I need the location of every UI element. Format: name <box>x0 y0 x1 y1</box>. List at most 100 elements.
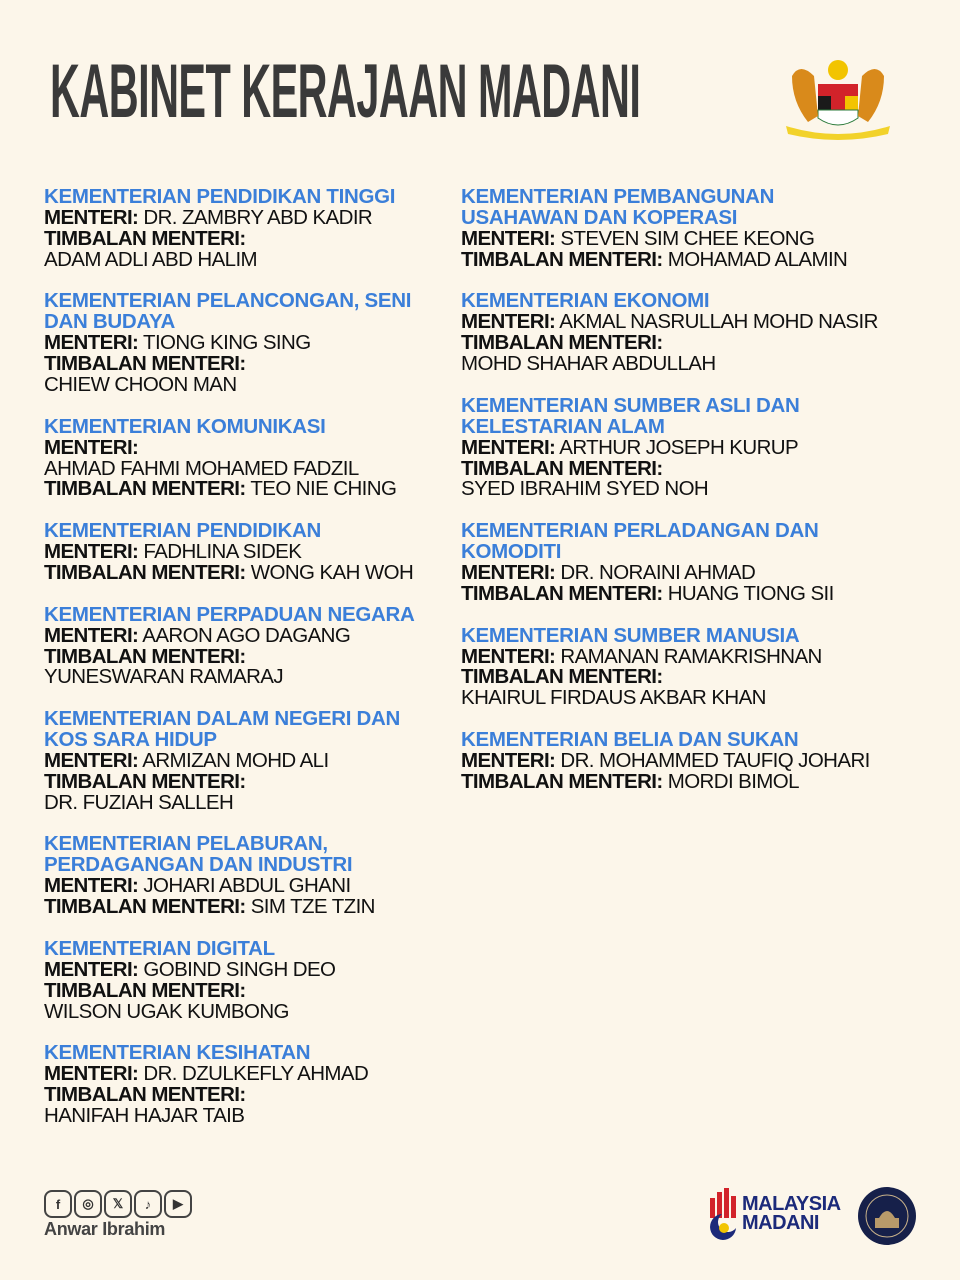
minister-label: MENTERI: <box>44 1062 139 1086</box>
official-line: MENTERI: DR. MOHAMMED TAUFIQ JOHARI <box>461 748 941 772</box>
ministry-name: PERDAGANGAN DAN INDUSTRI <box>44 853 353 877</box>
official-name: RAMANAN RAMAKRISHNAN <box>560 644 822 668</box>
ministry-name: USAHAWAN DAN KOPERASI <box>461 205 738 229</box>
deputy-minister-label: TIMBALAN MENTERI: <box>44 226 246 250</box>
ministry-block: KEMENTERIAN PELABURAN, PERDAGANGAN DAN IN… <box>44 834 454 918</box>
ministry-block: KEMENTERIAN PELANCONGAN, SENI DAN BUDAYA M… <box>44 291 454 396</box>
official-name: STEVEN SIM CHEE KEONG <box>560 226 815 250</box>
official-line: MENTERI: STEVEN SIM CHEE KEONG <box>461 226 941 250</box>
facebook-icon[interactable]: f <box>44 1190 72 1218</box>
official-line: TIMBALAN MENTERI: MOHAMAD ALAMIN <box>461 247 941 271</box>
official-name: KHAIRUL FIRDAUS AKBAR KHAN <box>461 686 766 710</box>
official-line: MENTERI: JOHARI ABDUL GHANI <box>44 874 454 898</box>
ministry-block: KEMENTERIAN DIGITAL MENTERI: GOBIND SINGH… <box>44 936 454 1023</box>
footer-author: f ◎ 𝕏 ♪ ▶ Anwar Ibrahim <box>44 1190 192 1240</box>
ministry-block: KEMENTERIAN DALAM NEGERI DAN KOS SARA HID… <box>44 707 454 814</box>
official-line: TIMBALAN MENTERI: <box>44 644 454 668</box>
malaysia-madani-logo: MALAYSIA MADANI <box>706 1188 841 1240</box>
deputy-minister-label: TIMBALAN MENTERI: <box>461 331 663 355</box>
ministry-name: KELESTARIAN ALAM <box>461 414 665 438</box>
ministry-name: KEMENTERIAN PERPADUAN NEGARA <box>44 602 415 626</box>
official-name: DR. DZULKEFLY AHMAD <box>143 1062 369 1086</box>
official-line: MENTERI: AKMAL NASRULLAH MOHD NASIR <box>461 310 941 334</box>
official-name: CHIEW CHOON MAN <box>44 373 237 397</box>
instagram-icon[interactable]: ◎ <box>74 1190 102 1218</box>
official-line: MENTERI: DR. DZULKEFLY AHMAD <box>44 1062 454 1086</box>
ministry-name: KOMODITI <box>461 540 562 564</box>
official-name: JOHARI ABDUL GHANI <box>143 874 351 898</box>
official-line: TIMBALAN MENTERI: <box>44 352 454 376</box>
official-line: TIMBALAN MENTERI: WONG KAH WOH <box>44 560 454 584</box>
deputy-minister-label: TIMBALAN MENTERI: <box>44 644 246 668</box>
official-name: MOHAMAD ALAMIN <box>667 247 848 271</box>
ministry-name: DAN BUDAYA <box>44 310 176 334</box>
minister-label: MENTERI: <box>461 644 556 668</box>
ministry-name: KEMENTERIAN PEMBANGUNAN <box>461 185 775 208</box>
ministry-block: KEMENTERIAN SUMBER MANUSIA MENTERI: RAMAN… <box>461 625 941 710</box>
left-column: KEMENTERIAN PENDIDIKAN TINGGI MENTERI: DR… <box>44 185 454 1148</box>
official-line: MENTERI: RAMANAN RAMAKRISHNAN <box>461 644 941 668</box>
official-line: TIMBALAN MENTERI: SIM TZE TZIN <box>44 895 454 919</box>
official-name: WILSON UGAK KUMBONG <box>44 999 289 1023</box>
social-icons: f ◎ 𝕏 ♪ ▶ <box>44 1190 192 1218</box>
official-line: TIMBALAN MENTERI: <box>44 771 454 793</box>
deputy-minister-label: TIMBALAN MENTERI: <box>461 769 663 793</box>
deputy-minister-label: TIMBALAN MENTERI: <box>44 895 246 919</box>
ministry-name: KEMENTERIAN PELABURAN, <box>44 832 328 856</box>
minister-label: MENTERI: <box>44 874 139 898</box>
minister-label: MENTERI: <box>44 540 139 564</box>
x-icon[interactable]: 𝕏 <box>104 1190 132 1218</box>
author-name: Anwar Ibrahim <box>44 1219 166 1239</box>
official-line: YUNESWARAN RAMARAJ <box>44 665 454 689</box>
deputy-minister-label: TIMBALAN MENTERI: <box>461 247 663 271</box>
minister-label: MENTERI: <box>44 205 139 229</box>
page-title: KABINET KERAJAAN MADANI <box>50 49 641 134</box>
minister-label: MENTERI: <box>461 748 556 772</box>
ministry-name: KEMENTERIAN BELIA DAN SUKAN <box>461 728 799 752</box>
official-name: HUANG TIONG SII <box>667 581 835 605</box>
official-name: DR. FUZIAH SALLEH <box>44 790 234 814</box>
official-name: MORDI BIMOL <box>667 769 800 793</box>
ministry-block: KEMENTERIAN SUMBER ASLI DAN KELESTARIAN A… <box>461 393 941 501</box>
official-line: MENTERI: AARON AGO DAGANG <box>44 623 454 647</box>
minister-label: MENTERI: <box>461 226 556 250</box>
tiktok-icon[interactable]: ♪ <box>134 1190 162 1218</box>
youtube-icon[interactable]: ▶ <box>164 1190 192 1218</box>
minister-label: MENTERI: <box>44 957 139 981</box>
official-name: FADHLINA SIDEK <box>143 540 302 564</box>
ministry-block: KEMENTERIAN PERPADUAN NEGARA MENTERI: AAR… <box>44 602 454 689</box>
deputy-minister-label: TIMBALAN MENTERI: <box>461 581 663 605</box>
ministry-name: KEMENTERIAN SUMBER ASLI DAN <box>461 393 800 417</box>
official-line: KHAIRUL FIRDAUS AKBAR KHAN <box>461 686 941 710</box>
official-name: YUNESWARAN RAMARAJ <box>44 665 284 689</box>
ministry-name: KEMENTERIAN PENDIDIKAN TINGGI <box>44 185 396 208</box>
official-name: WONG KAH WOH <box>250 560 414 584</box>
official-line: AHMAD FAHMI MOHAMED FADZIL <box>44 458 454 480</box>
official-name: ARTHUR JOSEPH KURUP <box>559 435 799 459</box>
official-line: TIMBALAN MENTERI: TEO NIE CHING <box>44 479 454 500</box>
ministry-block: KEMENTERIAN EKONOMI MENTERI: AKMAL NASRUL… <box>461 291 941 375</box>
deputy-minister-label: TIMBALAN MENTERI: <box>44 477 246 501</box>
official-line: MOHD SHAHAR ABDULLAH <box>461 353 941 375</box>
ministry-name: KEMENTERIAN DIGITAL <box>44 936 275 960</box>
deputy-minister-label: TIMBALAN MENTERI: <box>461 456 663 480</box>
ministry-name: KEMENTERIAN DALAM NEGERI DAN <box>44 707 401 731</box>
ministry-block: KEMENTERIAN PEMBANGUNAN USAHAWAN DAN KOPE… <box>461 185 941 271</box>
official-name: TEO NIE CHING <box>250 477 397 501</box>
official-name: AKMAL NASRULLAH MOHD NASIR <box>559 310 878 334</box>
official-line: TIMBALAN MENTERI: HUANG TIONG SII <box>461 581 941 605</box>
minister-label: MENTERI: <box>461 560 556 584</box>
official-line: SYED IBRAHIM SYED NOH <box>461 479 941 500</box>
official-line: MENTERI: <box>44 437 454 459</box>
minister-label: MENTERI: <box>44 748 139 772</box>
official-name: ARMIZAN MOHD ALI <box>142 748 329 772</box>
ministry-block: KEMENTERIAN PENDIDIKAN TINGGI MENTERI: DR… <box>44 185 454 271</box>
ministry-name: KEMENTERIAN PERLADANGAN DAN <box>461 519 819 543</box>
minister-label: MENTERI: <box>461 310 556 334</box>
ministry-name: KEMENTERIAN PELANCONGAN, SENI <box>44 289 412 313</box>
minister-label: MENTERI: <box>44 623 139 647</box>
ministry-name: KEMENTERIAN PENDIDIKAN <box>44 519 321 543</box>
official-name: DR. ZAMBRY ABD KADIR <box>143 205 373 229</box>
deputy-minister-label: TIMBALAN MENTERI: <box>44 352 246 376</box>
official-line: TIMBALAN MENTERI: <box>44 980 454 1002</box>
